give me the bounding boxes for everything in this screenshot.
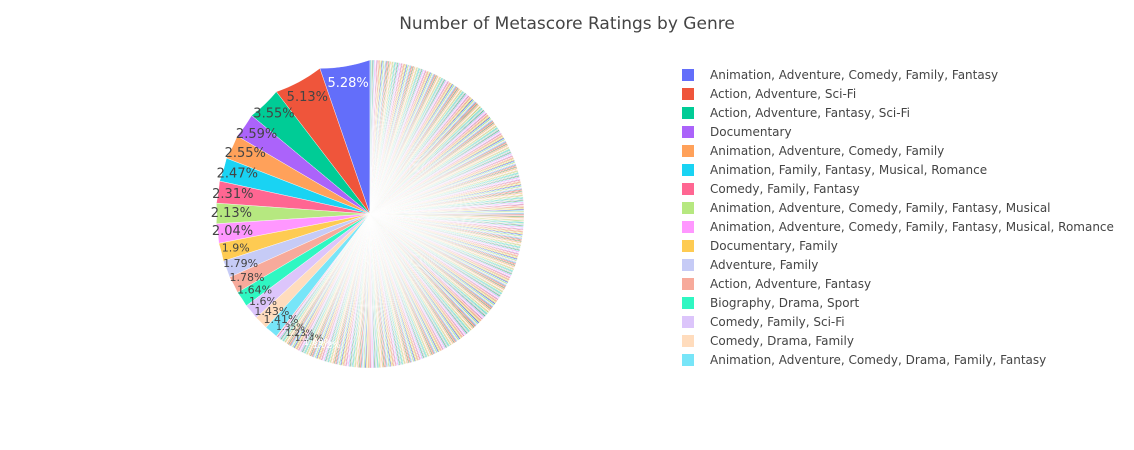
slice-percent-label: 2.04% [212,224,253,239]
legend-swatch [682,315,694,328]
legend-label: Biography, Drama, Sport [710,295,860,310]
legend-swatch [682,182,694,195]
legend-swatch [682,144,694,157]
legend-swatch [682,87,694,100]
legend-item[interactable]: Adventure, Family [682,255,1114,274]
legend-item[interactable]: Comedy, Family, Fantasy [682,179,1114,198]
legend-label: Comedy, Family, Fantasy [710,181,860,196]
legend-item[interactable]: Animation, Adventure, Comedy, Family, Fa… [682,198,1114,217]
slice-percent-label: 2.55% [225,146,266,161]
slice-percent-label: 2.59% [236,127,277,142]
legend-swatch [682,239,694,252]
legend-swatch [682,163,694,176]
slice-percent-label: 1.9% [222,241,250,254]
slice-percent-label: 1.79% [223,257,258,270]
legend-label: Documentary, Family [710,238,838,253]
chart-title: Number of Metascore Ratings by Genre [399,14,735,34]
legend-item[interactable]: Documentary, Family [682,236,1114,255]
slice-percent-label: 1.64% [237,284,272,297]
legend-label: Action, Adventure, Sci-Fi [710,86,857,101]
legend-label: Animation, Adventure, Comedy, Family, Fa… [710,67,999,82]
legend-item[interactable]: Action, Adventure, Fantasy, Sci-Fi [682,103,1114,122]
slice-percent-label-small: 1.14% [295,334,324,344]
legend-label: Documentary [710,124,792,139]
slice-percent-label: 1.41% [263,313,298,326]
legend-swatch [682,201,694,214]
legend-label: Animation, Family, Fantasy, Musical, Rom… [710,162,988,177]
legend-label: Comedy, Drama, Family [710,333,854,348]
legend-label: Comedy, Family, Sci-Fi [710,314,845,329]
legend-swatch [682,68,694,81]
legend-swatch [682,106,694,119]
legend-item[interactable]: Animation, Adventure, Comedy, Drama, Fam… [682,350,1114,369]
legend-item[interactable]: Comedy, Drama, Family [682,331,1114,350]
legend-item[interactable]: Comedy, Family, Sci-Fi [682,312,1114,331]
slice-percent-label-small: 1.09% [304,338,333,348]
legend-swatch [682,125,694,138]
slice-percent-label: 1.78% [230,271,265,284]
legend-item[interactable]: Animation, Adventure, Comedy, Family, Fa… [682,65,1114,84]
legend-label: Adventure, Family [710,257,819,272]
slice-percent-label: 3.55% [253,107,294,122]
slice-percent-label: 5.28% [327,76,368,91]
legend-label: Animation, Adventure, Comedy, Family [710,143,945,158]
legend-item[interactable]: Documentary [682,122,1114,141]
legend-item[interactable]: Animation, Adventure, Comedy, Family [682,141,1114,160]
legend: Animation, Adventure, Comedy, Family, Fa… [682,65,1114,369]
slice-percent-label-small: 1.23% [286,329,315,339]
slice-percent-label: 1.43% [254,305,289,318]
pie-slice-small[interactable] [369,59,372,215]
legend-label: Animation, Adventure, Comedy, Drama, Fam… [710,352,1047,367]
legend-swatch [682,353,694,366]
slice-percent-label: 2.31% [212,187,253,202]
legend-swatch [682,258,694,271]
legend-item[interactable]: Action, Adventure, Fantasy [682,274,1114,293]
legend-item[interactable]: Animation, Adventure, Comedy, Family, Fa… [682,217,1114,236]
slice-percent-label: 2.47% [217,166,258,181]
legend-item[interactable]: Action, Adventure, Sci-Fi [682,84,1114,103]
slice-percent-label: 5.13% [287,90,328,105]
slice-percent-label: 1.6% [249,295,277,308]
slice-percent-label-small: 1.35% [276,323,305,333]
legend-swatch [682,334,694,347]
legend-label: Animation, Adventure, Comedy, Family, Fa… [710,200,1051,215]
legend-item[interactable]: Biography, Drama, Sport [682,293,1114,312]
legend-label: Animation, Adventure, Comedy, Family, Fa… [710,219,1114,234]
slice-percent-label-small: 1.02% [312,341,341,351]
legend-label: Action, Adventure, Fantasy, Sci-Fi [710,105,910,120]
slice-percent-label: 2.13% [211,206,252,221]
legend-swatch [682,220,694,233]
legend-swatch [682,296,694,309]
legend-item[interactable]: Animation, Family, Fantasy, Musical, Rom… [682,160,1114,179]
legend-swatch [682,277,694,290]
legend-label: Action, Adventure, Fantasy [710,276,872,291]
